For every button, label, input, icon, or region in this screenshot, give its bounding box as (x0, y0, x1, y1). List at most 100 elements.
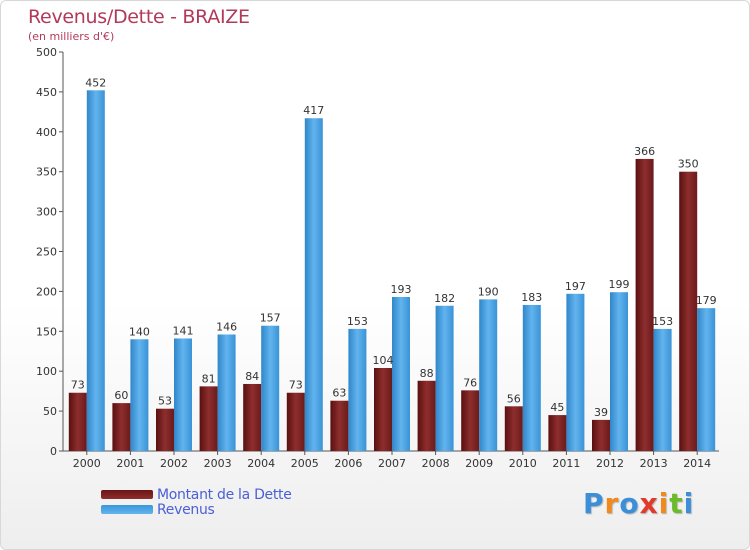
x-tick-label: 2013 (640, 457, 668, 470)
y-tick-label: 250 (36, 246, 57, 259)
logo-letter: r (604, 487, 620, 520)
data-label-debt: 104 (373, 354, 394, 367)
logo-letter: P (583, 487, 605, 520)
logo-letter: o (619, 487, 640, 520)
bar-debt (199, 386, 218, 451)
chart-subtitle: (en milliers d'€) (28, 30, 115, 43)
proxiti-logo: Proxiti (583, 487, 694, 520)
x-tick-label: 2002 (160, 457, 188, 470)
bar-revenus (261, 325, 280, 451)
data-label-revenus: 190 (478, 285, 499, 298)
data-label-debt: 53 (158, 395, 172, 408)
data-label-debt: 73 (289, 379, 303, 392)
bar-revenus (522, 304, 541, 451)
y-tick-label: 350 (36, 166, 57, 179)
logo-letter: t (669, 487, 684, 520)
data-label-debt: 60 (114, 389, 128, 402)
x-tick-label: 2003 (204, 457, 232, 470)
legend-label-debt: Montant de la Dette (157, 486, 292, 503)
x-tick-label: 2007 (378, 457, 406, 470)
bar-revenus (86, 90, 105, 451)
data-label-revenus: 153 (347, 315, 368, 328)
data-label-debt: 81 (202, 372, 216, 385)
x-tick-label: 2012 (596, 457, 624, 470)
y-tick-label: 300 (36, 206, 57, 219)
x-tick-label: 2006 (334, 457, 362, 470)
legend: Montant de la Dette Revenus (101, 486, 292, 518)
bar-debt (592, 419, 610, 451)
y-tick-label: 500 (36, 46, 57, 59)
bar-revenus (697, 308, 716, 451)
x-tick-label: 2009 (465, 457, 493, 470)
axes: 0 50 100 150 200 250 300 350 400 450 500 2000 2001 20… (36, 46, 719, 470)
data-label-revenus: 417 (303, 104, 324, 117)
bar-debt (330, 400, 349, 451)
data-label-debt: 76 (463, 376, 477, 389)
data-label-revenus: 197 (565, 280, 586, 293)
data-label-revenus: 141 (173, 324, 194, 337)
bar-revenus (610, 292, 628, 451)
bar-debt (417, 380, 436, 451)
y-tick-label: 100 (36, 365, 57, 378)
bar-debt (286, 392, 305, 451)
bar-debt (461, 390, 480, 451)
bar-revenus (217, 334, 236, 451)
data-label-debt: 84 (245, 370, 259, 383)
data-label-revenus: 140 (129, 325, 150, 338)
bars (68, 90, 716, 451)
x-tick-label: 2011 (552, 457, 580, 470)
bar-revenus (174, 338, 192, 451)
x-tick-label: 2008 (422, 457, 450, 470)
data-label-debt: 56 (507, 392, 521, 405)
data-label-revenus: 179 (696, 294, 717, 307)
data-label-revenus: 182 (434, 292, 455, 305)
bar-revenus (348, 328, 367, 451)
bar-debt (548, 415, 567, 451)
legend-swatch-revenus (101, 505, 153, 514)
y-tick-label: 50 (43, 405, 57, 418)
y-tick-label: 200 (36, 285, 57, 298)
data-label-debt: 63 (332, 387, 346, 400)
legend-item-revenus: Revenus (101, 501, 292, 518)
data-label-debt: 350 (678, 158, 699, 171)
logo-letter: i (683, 487, 695, 520)
data-label-revenus: 199 (609, 278, 630, 291)
bar-debt (156, 408, 174, 451)
data-label-revenus: 157 (260, 312, 281, 325)
y-tick-label: 400 (36, 126, 57, 139)
bar-debt (243, 383, 262, 451)
data-label-revenus: 153 (652, 315, 673, 328)
bar-debt (112, 403, 131, 451)
x-tick-label: 2005 (291, 457, 319, 470)
x-tick-label: 2000 (73, 457, 101, 470)
legend-swatch-debt (101, 490, 153, 499)
bar-revenus (435, 305, 454, 451)
bar-revenus (653, 328, 672, 451)
x-tick-label: 2001 (116, 457, 144, 470)
bar-revenus (130, 339, 149, 451)
logo-letter: i (658, 487, 670, 520)
x-tick-label: 2014 (683, 457, 711, 470)
bar-debt (679, 171, 698, 451)
data-label-debt: 45 (550, 401, 564, 414)
data-label-revenus: 193 (391, 283, 412, 296)
chart-title: Revenus/Dette - BRAIZE (28, 6, 250, 28)
data-label-revenus: 452 (85, 76, 106, 89)
legend-label-revenus: Revenus (157, 501, 215, 518)
data-label-revenus: 183 (521, 291, 542, 304)
data-label-debt: 73 (71, 379, 85, 392)
bar-debt (68, 392, 87, 451)
data-label-debt: 39 (594, 406, 608, 419)
y-tick-label: 0 (50, 445, 57, 458)
logo-letter: x (639, 487, 659, 520)
bar-revenus (392, 296, 410, 451)
y-tick-label: 450 (36, 86, 57, 99)
data-label-debt: 366 (634, 145, 655, 158)
data-label-revenus: 146 (216, 320, 237, 333)
x-tick-label: 2010 (509, 457, 537, 470)
bar-revenus (304, 118, 323, 451)
data-labels: 73 452 60 140 53 141 81 146 84 157 73 417 63 153 104 19… (71, 76, 717, 419)
bar-debt (504, 406, 523, 451)
